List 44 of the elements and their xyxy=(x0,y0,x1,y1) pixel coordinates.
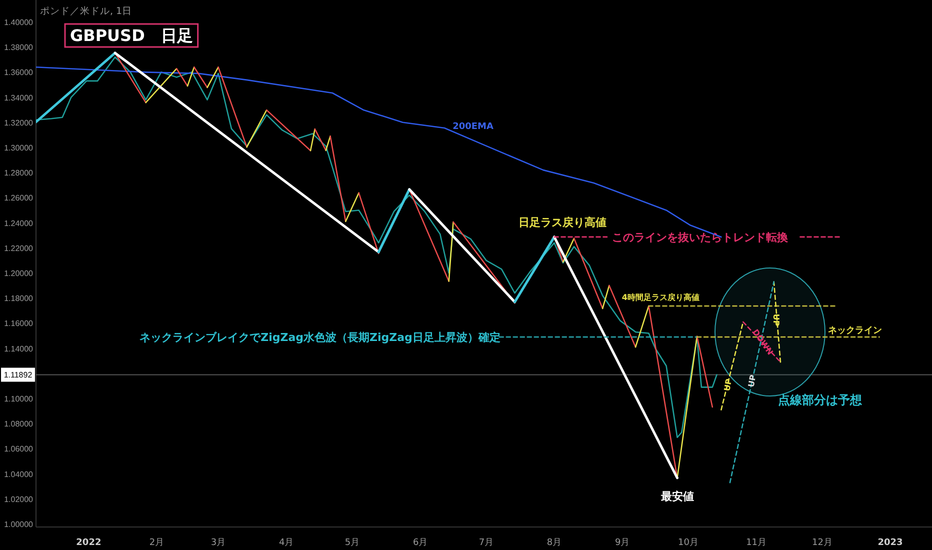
annotation: 日足ラス戻り高値 xyxy=(518,216,606,229)
annotation: ネックライン xyxy=(828,326,882,336)
x-tick-label: 8月 xyxy=(546,538,562,548)
annotation: 200EMA xyxy=(452,122,494,132)
annotation: ネックラインブレイクでZigZag水色波（長期ZigZag日足上昇波）確定 xyxy=(140,330,500,344)
x-tick-label: 5月 xyxy=(344,538,360,548)
y-tick-label: 1.04000 xyxy=(4,470,34,479)
annotation: 点線部分は予想 xyxy=(778,393,863,408)
y-tick-label: 1.26000 xyxy=(4,194,34,203)
y-tick-label: 1.36000 xyxy=(4,68,34,78)
x-tick-label: 11月 xyxy=(746,538,767,548)
annotation: UP xyxy=(746,374,758,388)
y-tick-label: 1.24000 xyxy=(4,218,34,228)
ref-line-label: 1.11892 xyxy=(4,370,33,380)
x-tick-label: 6月 xyxy=(412,538,428,548)
annotation: 最安値 xyxy=(660,490,694,503)
x-tick-label: 7月 xyxy=(478,538,494,548)
y-tick-label: 1.38000 xyxy=(4,43,34,52)
y-tick-label: 1.32000 xyxy=(4,118,34,128)
y-tick-label: 1.40000 xyxy=(4,18,34,27)
y-tick-label: 1.34000 xyxy=(4,93,34,102)
x-tick-label: 12月 xyxy=(812,538,832,548)
y-tick-label: 1.00000 xyxy=(4,520,34,529)
y-tick-label: 1.10000 xyxy=(4,394,34,404)
y-tick-label: 1.22000 xyxy=(4,244,34,253)
x-tick-label: 3月 xyxy=(210,538,226,548)
x-tick-label: 10月 xyxy=(678,538,698,548)
y-tick-label: 1.14000 xyxy=(4,344,34,354)
x-tick-label: 2月 xyxy=(149,538,164,548)
y-tick-label: 1.28000 xyxy=(4,168,34,178)
y-tick-label: 1.02000 xyxy=(4,494,34,504)
y-tick-label: 1.30000 xyxy=(4,143,34,152)
y-tick-label: 1.08000 xyxy=(4,420,34,429)
x-tick-label: 2023 xyxy=(878,538,903,548)
y-tick-label: 1.20000 xyxy=(4,268,34,278)
text: GBPUSD 日足 xyxy=(70,26,193,45)
text: ポンド／米ドル, 1日 xyxy=(40,5,132,17)
annotation: 4時間足ラス戻り高値 xyxy=(622,292,700,302)
x-tick-label: 4月 xyxy=(278,538,294,548)
y-tick-label: 1.06000 xyxy=(4,444,34,454)
x-tick-label: 9月 xyxy=(614,538,630,548)
y-tick-label: 1.18000 xyxy=(4,294,34,304)
x-tick-label: 2022 xyxy=(76,538,102,548)
y-tick-label: 1.16000 xyxy=(4,319,34,328)
